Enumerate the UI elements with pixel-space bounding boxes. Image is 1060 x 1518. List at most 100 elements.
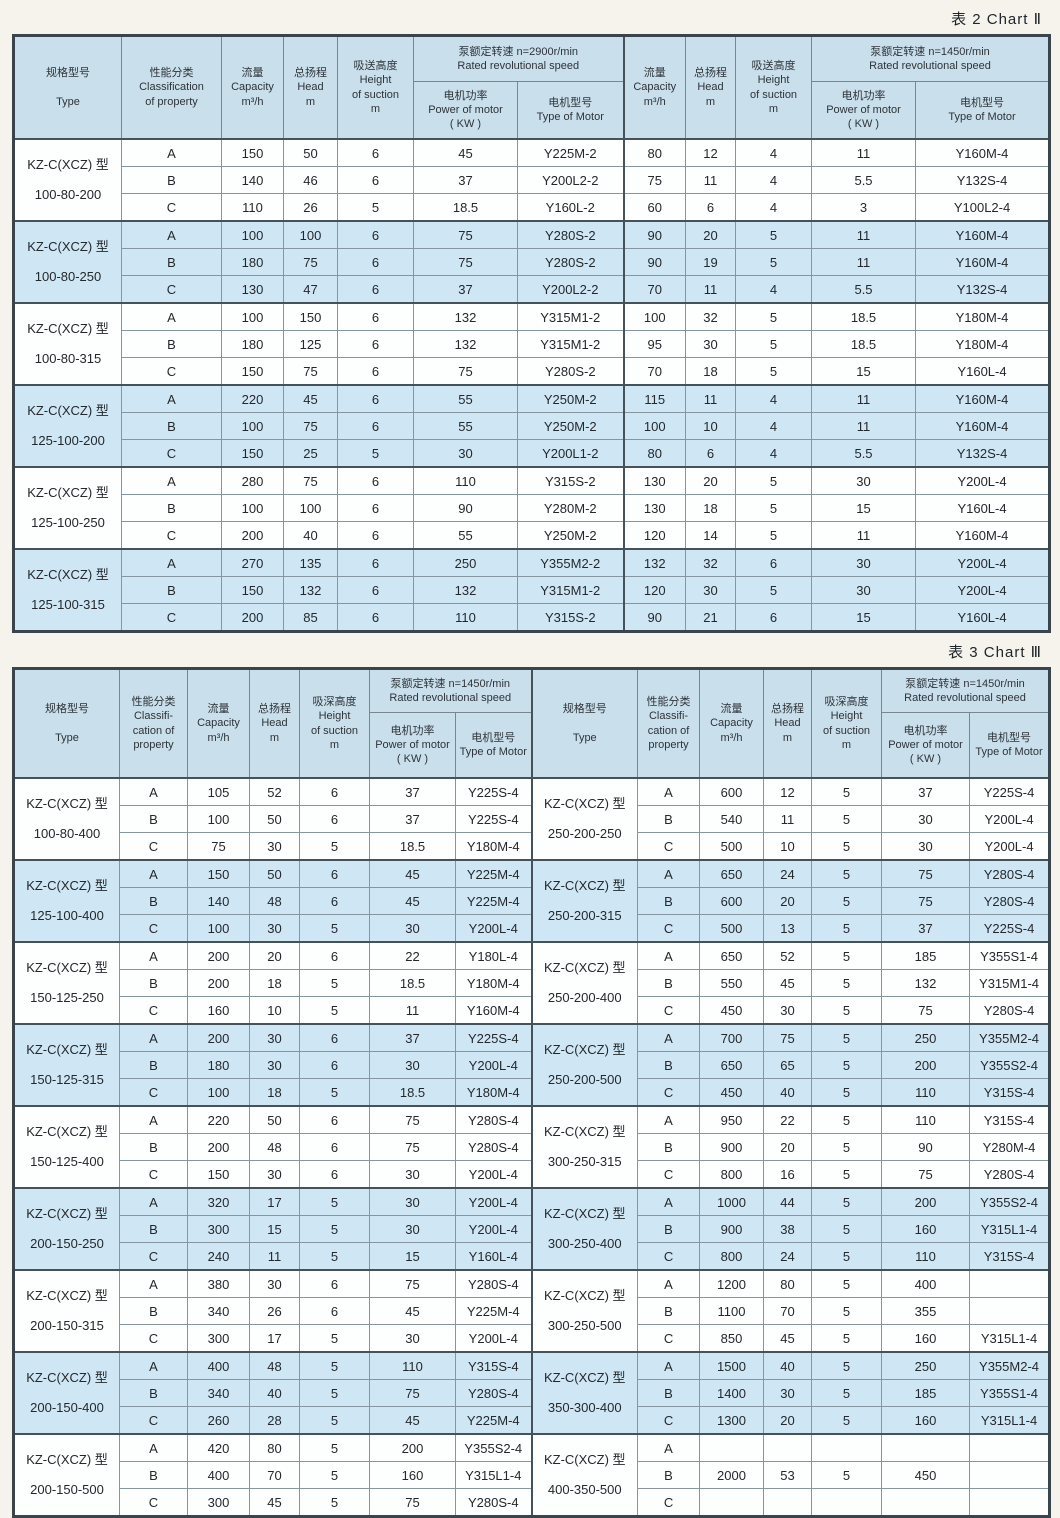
suction-cell: 5 (299, 914, 370, 943)
table-row: KZ-C(XCZ) 型 125-100-250 A 280 75 6 110 Y315S-2 1… (13, 466, 1051, 550)
motor-type-cell: Y160M-4 (915, 220, 1051, 249)
pump-model: KZ-C(XCZ) 型 (27, 321, 109, 337)
pump-model-cell: KZ-C(XCZ) 型 150-125-250 (13, 941, 120, 1025)
suction-cell: 5 (735, 466, 813, 495)
head-cell: 18 (685, 494, 737, 522)
table-row: B 140 46 6 37 Y200L2-2 75 11 4 5.5 Y132S-4 (14, 166, 1051, 194)
pump-model: KZ-C(XCZ) 型 (27, 239, 109, 255)
head-cell: 14 (685, 521, 737, 550)
class-cell: A (119, 1269, 188, 1298)
class-cell: B (119, 887, 188, 915)
head-cell (763, 1433, 813, 1462)
suction-cell: 5 (299, 832, 370, 861)
head-cell: 12 (763, 777, 813, 806)
table-row: B 180 30 6 30 Y200L-4 B 650 65 5 200 Y355S2-4 (14, 1051, 1051, 1079)
motor-type-cell: Y315S-4 (454, 1351, 533, 1380)
capacity-cell: 800 (699, 1160, 765, 1189)
head-cell: 20 (763, 1133, 813, 1161)
pump-size: 250-200-400 (547, 989, 622, 1005)
capacity-cell (699, 1433, 765, 1462)
power-cell: 30 (369, 1187, 456, 1216)
suction-cell: 5 (811, 1242, 883, 1271)
class-cell: B (121, 166, 222, 194)
motor-type-cell: Y225M-4 (454, 1406, 533, 1435)
head-cell: 75 (283, 248, 338, 276)
class-cell: B (119, 1133, 188, 1161)
head-cell: 16 (763, 1160, 813, 1189)
suction-cell: 5 (299, 1488, 370, 1517)
suction-cell: 5 (299, 1324, 370, 1353)
head-cell: 15 (249, 1215, 300, 1243)
motor-type-cell: Y280S-2 (516, 220, 625, 249)
suction-cell: 6 (299, 1133, 370, 1161)
capacity-cell: 130 (622, 494, 687, 522)
head-cell: 10 (249, 996, 300, 1025)
suction-cell: 5 (811, 1023, 883, 1052)
suction-cell: 6 (299, 1269, 370, 1298)
power-cell: 45 (369, 887, 456, 915)
pump-size: 100-80-250 (34, 268, 102, 284)
head-cell: 20 (685, 466, 737, 495)
suction-cell: 5 (811, 887, 883, 915)
capacity-cell: 200 (187, 941, 250, 970)
power-cell (881, 1488, 971, 1517)
suction-cell: 5 (811, 1078, 883, 1107)
class-cell: A (119, 1105, 188, 1134)
capacity-cell: 650 (699, 1051, 765, 1079)
suction-cell: 5 (811, 1187, 883, 1216)
head-cell: 30 (249, 1051, 300, 1079)
pump-model: KZ-C(XCZ) 型 (26, 1206, 108, 1222)
power-cell: 90 (881, 1133, 971, 1161)
class-cell: B (637, 887, 701, 915)
suction-cell: 5 (811, 1351, 883, 1380)
power-cell: 250 (881, 1023, 971, 1052)
pump-model: KZ-C(XCZ) 型 (26, 1288, 108, 1304)
motor-type-cell: Y315M1-2 (516, 302, 625, 331)
suction-cell: 4 (735, 412, 813, 440)
capacity-cell: 150 (221, 138, 284, 167)
head-cell: 100 (283, 494, 338, 522)
capacity-cell: 70 (622, 357, 687, 386)
class-cell: B (119, 1215, 188, 1243)
motor-type-cell: Y315M1-2 (516, 330, 625, 358)
power-cell: 132 (413, 576, 518, 604)
class-cell: A (119, 1023, 188, 1052)
power-cell: 18.5 (811, 302, 917, 331)
suction-cell (811, 1488, 883, 1517)
class-cell: C (637, 1324, 701, 1353)
head-cell: 22 (763, 1105, 813, 1134)
head-cell: 20 (763, 887, 813, 915)
col-header-motor-left: 电机型号 Type of Motor (454, 712, 533, 779)
class-cell: C (119, 1488, 188, 1517)
capacity-cell: 100 (221, 220, 284, 249)
suction-cell: 6 (337, 548, 414, 577)
suction-cell: 5 (811, 859, 883, 888)
class-cell: C (637, 832, 701, 861)
col-header-capacity-1450: 流量 Capacity m³/h (622, 35, 687, 140)
head-cell: 50 (249, 805, 300, 833)
motor-type-cell: Y225S-4 (454, 777, 533, 806)
class-cell: C (637, 1242, 701, 1271)
power-cell: 11 (811, 384, 917, 413)
class-cell: B (119, 1461, 188, 1489)
suction-cell: 5 (811, 1406, 883, 1435)
power-cell: 75 (369, 1105, 456, 1134)
pump-model: KZ-C(XCZ) 型 (27, 403, 109, 419)
capacity-cell: 320 (187, 1187, 250, 1216)
pump-model: KZ-C(XCZ) 型 (543, 1288, 626, 1304)
suction-cell: 6 (735, 603, 813, 632)
head-cell: 40 (283, 521, 338, 550)
capacity-cell: 220 (187, 1105, 250, 1134)
power-cell: 15 (811, 357, 917, 386)
capacity-cell: 270 (221, 548, 284, 577)
capacity-cell: 950 (699, 1105, 765, 1134)
col-header-capacity-right: 流量 Capacity m³/h (699, 668, 765, 779)
class-cell: A (637, 1187, 701, 1216)
power-cell: 30 (369, 1215, 456, 1243)
power-cell: 30 (881, 805, 971, 833)
pump-model: KZ-C(XCZ) 型 (543, 1370, 626, 1386)
motor-type-cell: Y225M-4 (454, 887, 533, 915)
power-cell: 15 (811, 494, 917, 522)
head-cell: 40 (249, 1379, 300, 1407)
capacity-cell: 150 (187, 859, 250, 888)
